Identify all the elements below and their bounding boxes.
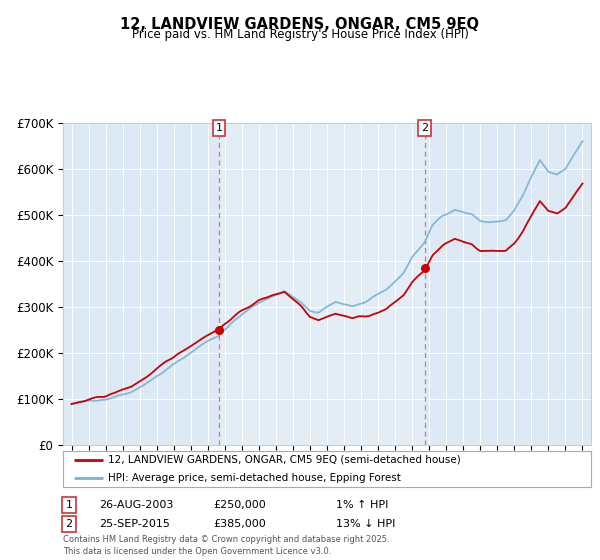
Text: 2: 2 xyxy=(65,519,73,529)
Text: 13% ↓ HPI: 13% ↓ HPI xyxy=(336,519,395,529)
Text: 1: 1 xyxy=(215,123,223,133)
Text: 12, LANDVIEW GARDENS, ONGAR, CM5 9EQ (semi-detached house): 12, LANDVIEW GARDENS, ONGAR, CM5 9EQ (se… xyxy=(108,455,461,465)
Text: 26-AUG-2003: 26-AUG-2003 xyxy=(99,500,173,510)
Bar xyxy=(219,123,425,445)
Text: £385,000: £385,000 xyxy=(213,519,266,529)
Text: Price paid vs. HM Land Registry's House Price Index (HPI): Price paid vs. HM Land Registry's House … xyxy=(131,28,469,41)
Text: 12, LANDVIEW GARDENS, ONGAR, CM5 9EQ: 12, LANDVIEW GARDENS, ONGAR, CM5 9EQ xyxy=(121,17,479,32)
Text: HPI: Average price, semi-detached house, Epping Forest: HPI: Average price, semi-detached house,… xyxy=(108,473,401,483)
Text: 25-SEP-2015: 25-SEP-2015 xyxy=(99,519,170,529)
Text: 1: 1 xyxy=(65,500,73,510)
Text: 2: 2 xyxy=(421,123,428,133)
Text: Contains HM Land Registry data © Crown copyright and database right 2025.
This d: Contains HM Land Registry data © Crown c… xyxy=(63,535,389,556)
Text: £250,000: £250,000 xyxy=(213,500,266,510)
Text: 1% ↑ HPI: 1% ↑ HPI xyxy=(336,500,388,510)
